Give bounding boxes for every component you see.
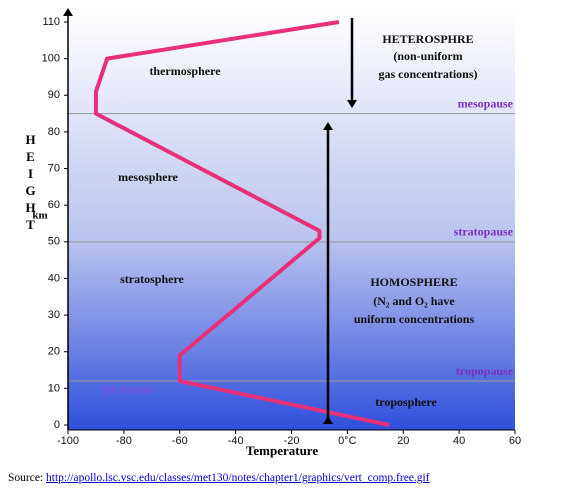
x-tick-label: 60 <box>509 435 521 447</box>
annotation: HOMOSPHERE <box>370 275 457 289</box>
y-unit: km <box>32 210 47 222</box>
annotation: thermosphere <box>149 64 221 78</box>
boundary-label: tropopause <box>456 364 514 378</box>
y-tick-label: 20 <box>48 346 60 358</box>
source-link[interactable]: http://apollo.lsc.vsc.edu/classes/met130… <box>46 472 430 484</box>
y-tick-label: 80 <box>48 126 60 138</box>
y-tick-label: 110 <box>42 16 60 28</box>
chart: Temperature km -100 -80 -60 -40 -20 0°C 20 40 60… <box>32 8 521 458</box>
x-tick-label: -20 <box>284 435 300 447</box>
x-tick-label: 0°C <box>338 435 357 447</box>
y-tick-label: 0 <box>54 419 60 431</box>
x-tick-label: -100 <box>57 435 79 447</box>
y-tick-label: 10 <box>48 382 60 394</box>
annotation: uniform concentrations <box>354 312 475 326</box>
x-tick-label: 40 <box>453 435 465 447</box>
x-tick-label: 20 <box>397 435 409 447</box>
y-tick-label: 100 <box>42 53 60 65</box>
annotation: (N₂ and O₂ have <box>373 294 455 308</box>
annotation: gas concentrations) <box>379 67 478 81</box>
annotation: troposphere <box>375 395 437 409</box>
annotation: jet stream <box>101 382 153 396</box>
x-tick-label: -80 <box>116 435 132 447</box>
y-tick-label: 40 <box>48 272 60 284</box>
annotation: mesosphere <box>118 170 178 184</box>
y-tick-label: 50 <box>48 236 60 248</box>
annotation: stratosphere <box>120 272 184 286</box>
y-axis-label: HEIGHT <box>23 132 38 234</box>
plot-background <box>68 10 515 430</box>
y-tick-label: 60 <box>48 199 60 211</box>
y-tick-label: 30 <box>48 309 60 321</box>
y-tick-label: 70 <box>48 162 60 174</box>
x-tick-label: -60 <box>172 435 188 447</box>
x-tick-label: -40 <box>228 435 244 447</box>
boundary-label: mesopause <box>458 96 514 110</box>
source-label: Source: <box>8 472 44 484</box>
x-axis-label: Temperature <box>246 443 318 458</box>
boundary-label: stratopause <box>454 225 514 239</box>
annotation: (non-uniform <box>393 49 462 63</box>
y-tick-label: 90 <box>48 89 60 101</box>
annotation: HETEROSPHRE <box>382 32 473 46</box>
source: Source: http://apollo.lsc.vsc.edu/classe… <box>8 472 430 484</box>
temperature-line <box>93 20 390 427</box>
